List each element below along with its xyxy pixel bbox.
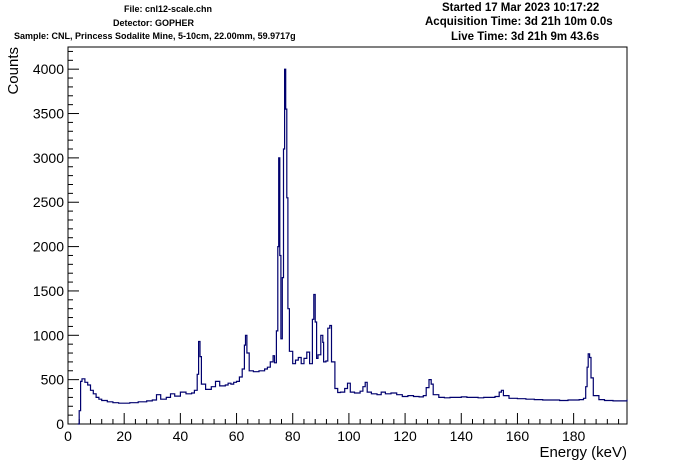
x-tick-label: 80: [285, 428, 301, 444]
y-tick-label: 1500: [33, 283, 64, 299]
detector-label: Detector: GOPHER: [113, 18, 195, 28]
spectrum-series-line: [77, 68, 628, 425]
x-tick-label: 60: [229, 428, 245, 444]
y-tick-label: 0: [56, 416, 64, 432]
y-tick-label: 500: [41, 372, 65, 388]
x-axis-label: Energy (keV): [539, 444, 627, 461]
plot-frame: [67, 46, 628, 425]
x-tick-label: 0: [64, 428, 72, 444]
y-axis-label: Counts: [5, 47, 22, 95]
y-tick-label: 4000: [33, 61, 64, 77]
x-tick-label: 140: [450, 428, 474, 444]
live-time-label: Live Time: 3d 21h 9m 43.6s: [451, 31, 600, 43]
y-tick-label: 3500: [33, 106, 64, 122]
x-tick-label: 20: [116, 428, 132, 444]
x-tick-label: 120: [393, 428, 417, 444]
x-tick-label: 40: [173, 428, 189, 444]
y-tick-label: 2000: [33, 239, 64, 255]
y-tick-label: 2500: [33, 194, 64, 210]
x-tick-label: 180: [562, 428, 586, 444]
y-tick-label: 3000: [33, 150, 64, 166]
acquisition-time-label: Acquisition Time: 3d 21h 10m 0.0s: [425, 16, 613, 28]
x-tick-label: 100: [337, 428, 361, 444]
sample-label: Sample: CNL, Princess Sodalite Mine, 5-1…: [14, 31, 296, 41]
started-label: Started 17 Mar 2023 10:17:22: [442, 2, 600, 14]
x-tick-label: 160: [506, 428, 530, 444]
file-label: File: cnl12-scale.chn: [124, 4, 213, 14]
y-tick-label: 1000: [33, 327, 64, 343]
